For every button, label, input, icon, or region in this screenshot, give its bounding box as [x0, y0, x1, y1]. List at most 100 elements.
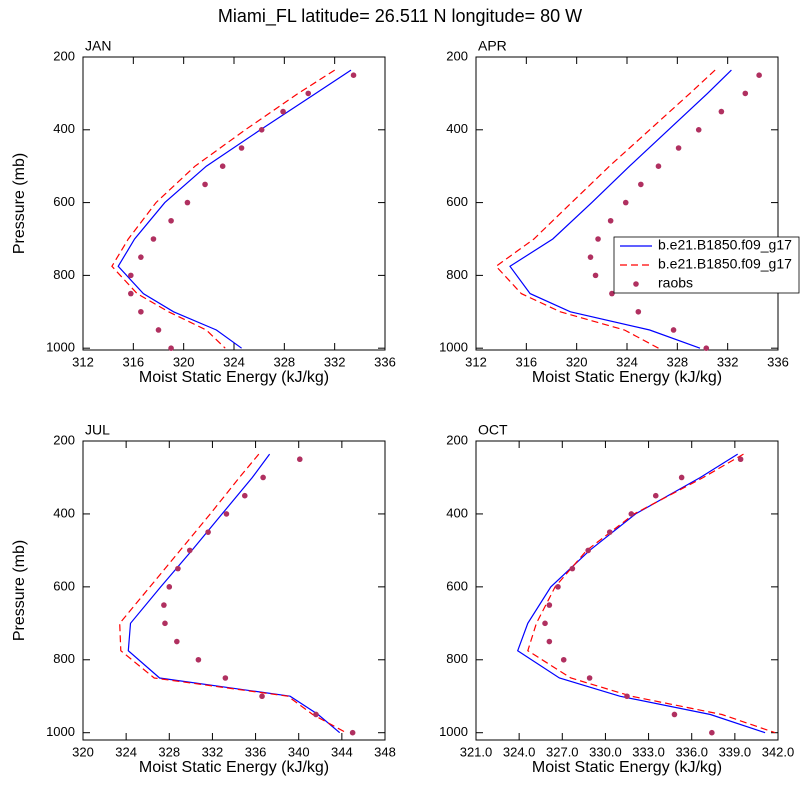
raob-point [586, 675, 593, 681]
raob-point [241, 492, 248, 499]
raob-point [678, 474, 685, 481]
raob-point [168, 217, 174, 224]
x-tick-label: 328 [666, 355, 688, 370]
x-tick-label: 312 [72, 355, 94, 370]
raob-point [205, 529, 211, 535]
raob-point [587, 254, 594, 260]
x-tick-label: 339.0 [719, 745, 752, 760]
raob-point [607, 217, 614, 224]
raob-point [259, 693, 265, 700]
x-tick-label: 320 [72, 745, 94, 760]
x-tick-label: 332 [324, 355, 346, 370]
y-tick-label: 600 [446, 194, 468, 209]
x-axis-label: Moist Static Energy (kJ/kg) [532, 759, 722, 776]
y-tick-label: 200 [53, 48, 75, 63]
raob-point [609, 290, 615, 297]
y-tick-label: 800 [446, 651, 468, 666]
panel-title: JAN [85, 38, 111, 54]
raob-point [195, 656, 202, 663]
legend-label: b.e21.B1850.f09_g17 [658, 256, 792, 272]
x-tick-label: 332 [202, 745, 224, 760]
x-axis-label: Moist Static Energy (kJ/kg) [139, 759, 329, 776]
y-tick-label: 1000 [46, 724, 75, 739]
raob-point [186, 547, 193, 554]
x-tick-label: 316 [515, 355, 537, 370]
raob-point [128, 272, 134, 279]
raob-point [166, 584, 173, 590]
y-tick-label: 800 [53, 267, 75, 282]
raob-point [313, 711, 319, 718]
raob-point [595, 236, 601, 242]
x-tick-label: 324.0 [503, 745, 536, 760]
x-tick-label: 327.0 [546, 745, 579, 760]
x-tick-label: 336.0 [675, 745, 708, 760]
x-tick-label: 312 [465, 355, 487, 370]
raob-point [296, 456, 303, 463]
raob-point [184, 199, 191, 206]
plot-frame [82, 440, 386, 741]
model-line [509, 69, 732, 349]
model-line [495, 69, 716, 349]
raob-point [150, 236, 157, 242]
raob-point [709, 729, 715, 736]
panel-title: OCT [478, 422, 508, 438]
raob-point [222, 675, 229, 681]
raob-point [138, 308, 144, 315]
plot-frame [82, 56, 386, 351]
x-tick-label: 348 [374, 745, 396, 760]
raob-point [703, 345, 710, 351]
raob-point [202, 181, 208, 188]
y-tick-label: 400 [53, 121, 75, 136]
x-tick-label: 324 [115, 745, 137, 760]
raob-point [569, 565, 576, 572]
raob-point [622, 199, 629, 206]
y-tick-label: 800 [446, 267, 468, 282]
raob-point [162, 620, 168, 627]
raob-point [238, 145, 245, 151]
raob-point [695, 126, 702, 133]
raob-point [546, 638, 553, 645]
figure-title: Miami_FL latitude= 26.511 N longitude= 8… [218, 6, 582, 27]
x-tick-label: 340 [288, 745, 310, 760]
x-tick-label: 328 [158, 745, 180, 760]
raob-point [161, 602, 167, 608]
x-tick-label: 336 [374, 355, 396, 370]
raob-point [624, 693, 630, 700]
raob-point [655, 163, 662, 169]
raob-point [155, 327, 162, 333]
x-tick-label: 342.0 [762, 745, 795, 760]
y-tick-label: 200 [53, 432, 75, 447]
raob-point [219, 163, 226, 169]
model-line [127, 453, 341, 734]
model-line [516, 453, 766, 734]
legend-label: raobs [658, 275, 693, 291]
raob-point [742, 90, 749, 97]
y-axis-label: Pressure (mb) [11, 153, 28, 254]
panel-title: JUL [85, 422, 110, 438]
raob-point [675, 145, 682, 151]
raob-point [670, 327, 677, 333]
raob-point [671, 711, 678, 718]
y-tick-label: 200 [446, 48, 468, 63]
x-tick-label: 316 [122, 355, 144, 370]
raob-point [223, 511, 230, 517]
y-tick-label: 1000 [46, 340, 75, 355]
raob-point [350, 72, 357, 78]
x-tick-label: 330.0 [589, 745, 622, 760]
raob-point [585, 547, 591, 554]
x-tick-label: 344 [331, 745, 353, 760]
raob-point [635, 308, 642, 315]
y-tick-label: 1000 [439, 340, 468, 355]
x-tick-label: 321.0 [460, 745, 493, 760]
raob-point [258, 126, 265, 133]
raob-point [756, 72, 762, 78]
raob-point [606, 529, 613, 535]
x-axis-label: Moist Static Energy (kJ/kg) [532, 369, 722, 386]
raob-point [174, 638, 180, 645]
y-tick-label: 600 [446, 578, 468, 593]
model-line [117, 69, 352, 349]
model-line [111, 69, 336, 349]
y-tick-label: 400 [446, 121, 468, 136]
raob-point [542, 620, 548, 627]
